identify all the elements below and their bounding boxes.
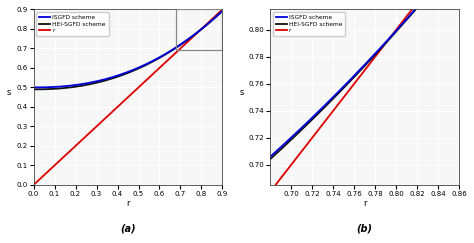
X-axis label: r: r <box>126 199 130 208</box>
Y-axis label: s: s <box>7 88 11 97</box>
HEI-SGFD scheme <box>180 42 185 45</box>
ISGFD scheme <box>354 71 360 74</box>
Line: ISGFD scheme: ISGFD scheme <box>270 0 459 157</box>
ISGFD scheme <box>416 3 422 6</box>
Legend: ISGFD scheme, HEI-SGFD scheme, r: ISGFD scheme, HEI-SGFD scheme, r <box>273 12 346 36</box>
Line: ISGFD scheme: ISGFD scheme <box>34 11 222 87</box>
Line: HEI-SGFD scheme: HEI-SGFD scheme <box>270 0 459 159</box>
Y-axis label: s: s <box>239 88 244 97</box>
Line: r: r <box>34 9 222 185</box>
HEI-SGFD scheme <box>219 9 225 12</box>
r <box>118 103 123 106</box>
Line: HEI-SGFD scheme: HEI-SGFD scheme <box>34 11 222 89</box>
HEI-SGFD scheme <box>118 74 123 77</box>
r <box>277 178 283 181</box>
HEI-SGFD scheme <box>40 88 46 91</box>
ISGFD scheme <box>40 86 46 89</box>
ISGFD scheme <box>214 15 220 17</box>
HEI-SGFD scheme <box>359 67 365 70</box>
r <box>180 45 185 48</box>
Legend: ISGFD scheme, HEI-SGFD scheme, r: ISGFD scheme, HEI-SGFD scheme, r <box>36 12 109 36</box>
HEI-SGFD scheme <box>123 72 128 75</box>
Text: (a): (a) <box>120 224 136 234</box>
HEI-SGFD scheme <box>416 4 422 7</box>
X-axis label: r: r <box>363 199 366 208</box>
ISGFD scheme <box>219 9 225 12</box>
Line: r: r <box>270 0 459 192</box>
r <box>416 0 422 2</box>
ISGFD scheme <box>214 15 220 17</box>
r <box>219 8 225 11</box>
HEI-SGFD scheme <box>267 158 273 161</box>
ISGFD scheme <box>180 42 185 45</box>
Bar <box>176 9 222 50</box>
HEI-SGFD scheme <box>277 149 283 152</box>
r <box>354 78 360 81</box>
ISGFD scheme <box>277 147 283 149</box>
HEI-SGFD scheme <box>354 72 360 75</box>
HEI-SGFD scheme <box>31 88 36 91</box>
HEI-SGFD scheme <box>214 15 220 17</box>
r <box>359 72 365 75</box>
r <box>31 183 36 186</box>
ISGFD scheme <box>359 66 365 69</box>
r <box>267 190 273 193</box>
r <box>214 13 220 16</box>
Text: (b): (b) <box>357 224 373 234</box>
r <box>40 174 46 177</box>
ISGFD scheme <box>118 73 123 76</box>
ISGFD scheme <box>123 71 128 74</box>
r <box>123 98 128 101</box>
r <box>214 13 220 16</box>
HEI-SGFD scheme <box>214 15 220 17</box>
ISGFD scheme <box>31 86 36 89</box>
ISGFD scheme <box>267 155 273 158</box>
